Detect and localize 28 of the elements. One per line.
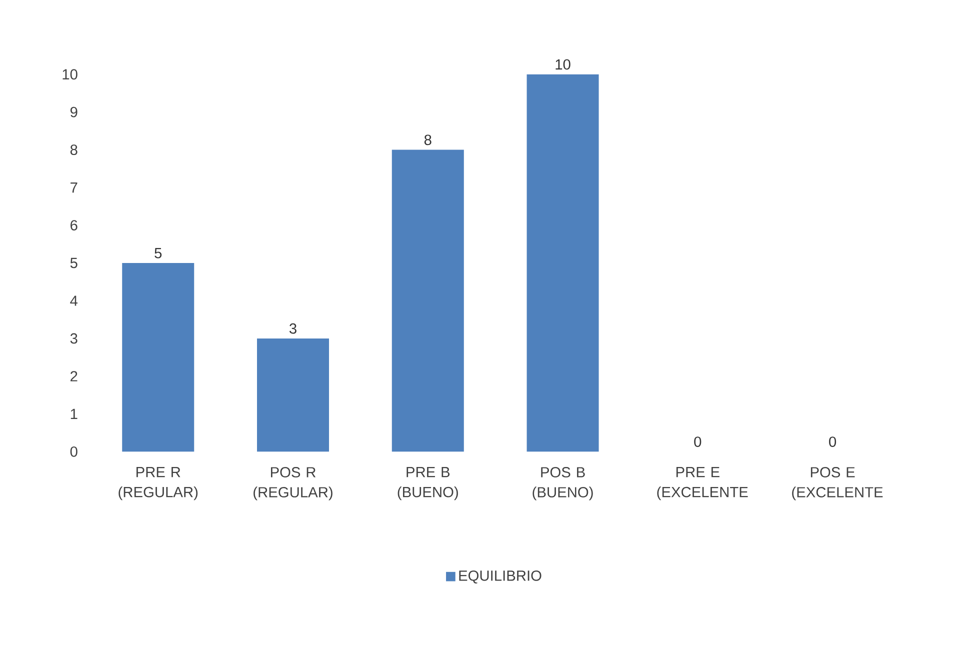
data-label: 8 xyxy=(424,134,432,146)
bar xyxy=(392,150,464,452)
y-tick-label: 1 xyxy=(70,408,78,419)
y-tick-label: 5 xyxy=(70,258,78,268)
x-tick-label: PRE B (BUENO) xyxy=(398,467,458,500)
y-tick-label: 2 xyxy=(70,371,78,382)
y-tick-label: 0 xyxy=(70,446,78,457)
x-tick-label: POS R (REGULAR) xyxy=(254,467,332,500)
y-tick-label: 4 xyxy=(70,296,78,306)
x-tick-label: POS E (EXCELENTE xyxy=(792,467,883,500)
bar xyxy=(122,262,194,452)
y-tick-label: 9 xyxy=(70,106,78,118)
x-tick-label: POS B (BUENO) xyxy=(532,467,593,500)
data-label: 0 xyxy=(829,436,836,447)
data-label: 0 xyxy=(694,436,702,447)
y-tick-label: 6 xyxy=(70,220,78,230)
x-tick-label: PRE R (REGULAR) xyxy=(118,467,198,500)
data-label: 3 xyxy=(289,323,296,334)
data-label: 5 xyxy=(154,248,162,258)
legend-label: EQUILIBRIO xyxy=(459,570,542,584)
y-tick-label: 8 xyxy=(70,144,78,155)
data-label: 10 xyxy=(556,59,570,70)
x-tick-label: PRE E (EXCELENTE xyxy=(657,467,748,500)
bar xyxy=(526,74,599,452)
y-tick-label: 10 xyxy=(62,69,78,80)
y-tick-label: 7 xyxy=(70,182,78,193)
y-tick-label: 3 xyxy=(70,333,78,344)
bar xyxy=(257,338,330,452)
